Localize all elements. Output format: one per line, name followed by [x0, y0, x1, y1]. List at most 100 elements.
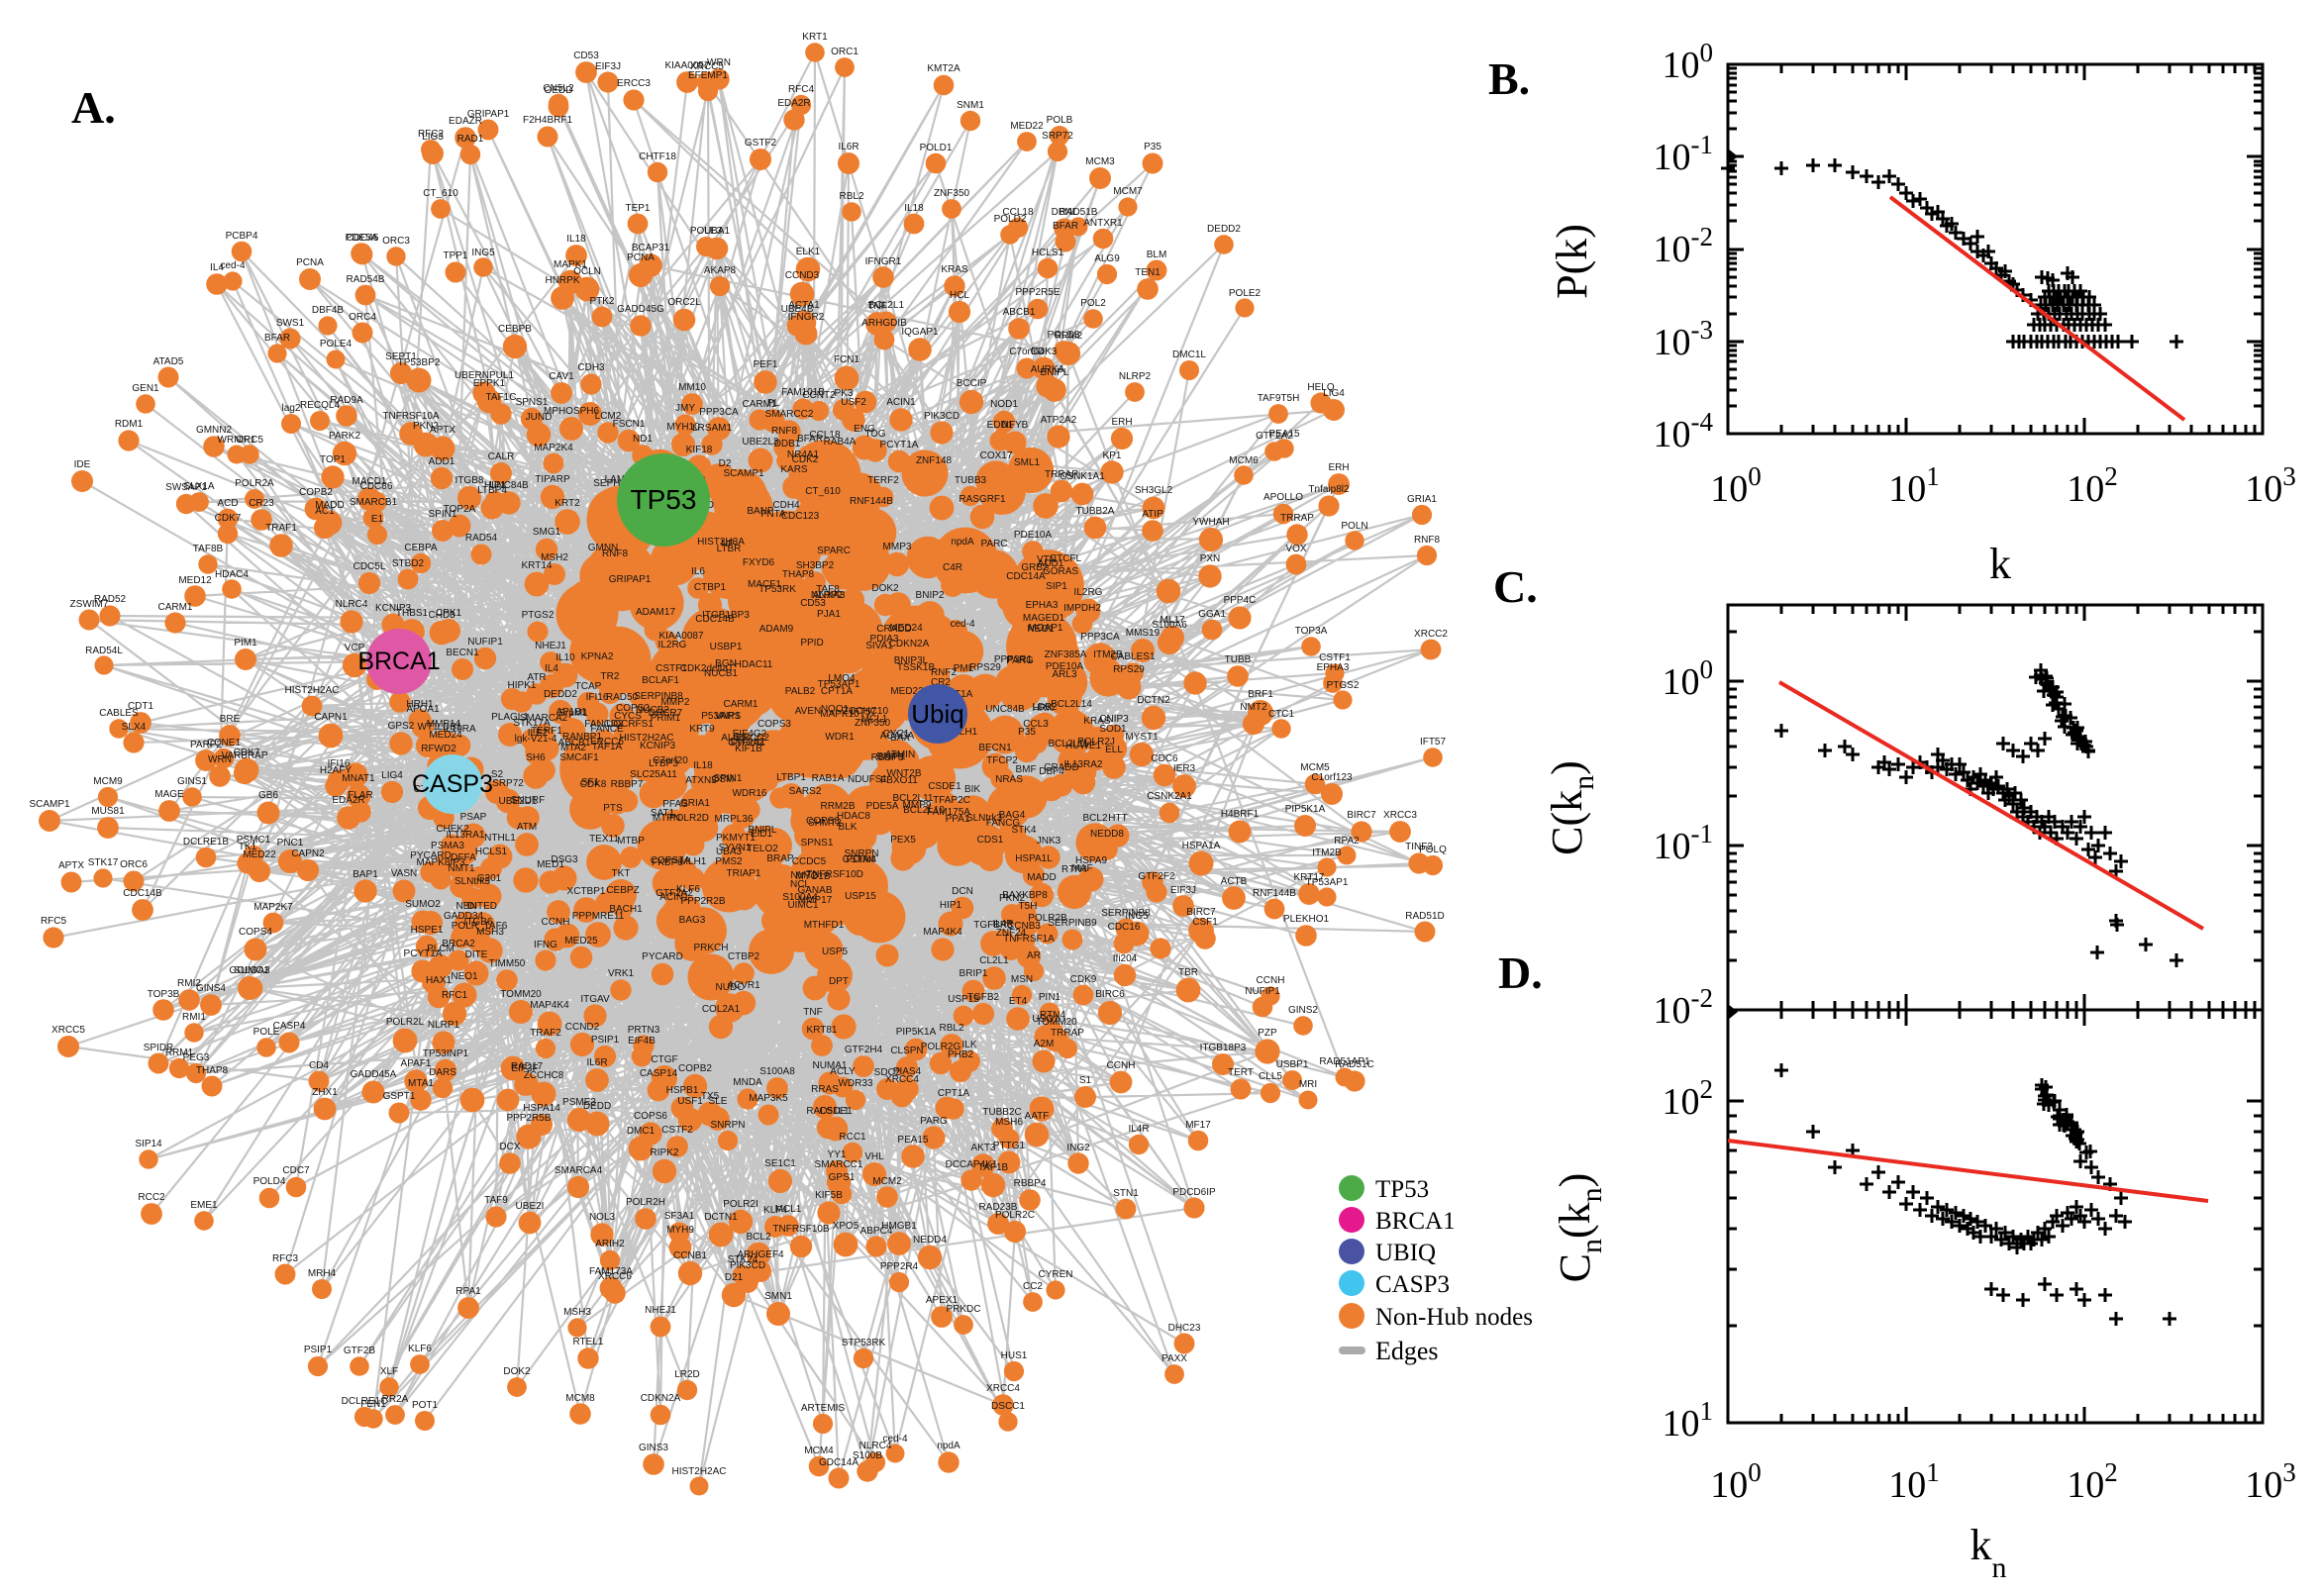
- svg-text:NTHL1: NTHL1: [484, 833, 516, 844]
- svg-text:DITE: DITE: [465, 949, 488, 960]
- svg-text:TR2: TR2: [601, 671, 620, 682]
- svg-text:PEA15: PEA15: [1268, 429, 1300, 440]
- svg-text:PCBP4: PCBP4: [226, 231, 258, 242]
- svg-text:TRAF1: TRAF1: [265, 523, 297, 534]
- svg-text:DBF4B: DBF4B: [312, 305, 345, 316]
- svg-text:PJA1: PJA1: [817, 609, 841, 620]
- svg-text:TOMM20: TOMM20: [500, 989, 542, 1000]
- svg-text:ADAM9: ADAM9: [759, 624, 794, 635]
- svg-text:SMN1: SMN1: [764, 1291, 792, 1302]
- svg-text:KRAS: KRAS: [1083, 716, 1111, 727]
- svg-text:PXN: PXN: [1200, 553, 1221, 564]
- svg-text:PEX5: PEX5: [890, 835, 916, 846]
- svg-text:ARIH2: ARIH2: [595, 1239, 625, 1249]
- svg-text:npdA: npdA: [951, 537, 974, 548]
- svg-text:E1: E1: [371, 514, 384, 525]
- svg-text:ITGB1BP3: ITGB1BP3: [702, 610, 750, 621]
- svg-text:Edges: Edges: [1375, 1337, 1439, 1365]
- svg-text:SIVA1: SIVA1: [865, 641, 893, 651]
- svg-text:MLH1: MLH1: [680, 856, 707, 867]
- svg-text:KPNA2: KPNA2: [581, 651, 614, 662]
- svg-text:TRAF2: TRAF2: [530, 1028, 561, 1039]
- svg-text:BAG3: BAG3: [679, 915, 706, 926]
- svg-text:C4R: C4R: [943, 562, 962, 573]
- svg-text:RAB1A: RAB1A: [812, 773, 845, 784]
- svg-text:HUS1: HUS1: [1001, 1350, 1028, 1361]
- svg-text:BANP: BANP: [747, 506, 774, 517]
- svg-text:SIP1: SIP1: [1046, 581, 1067, 592]
- svg-text:ENG: ENG: [854, 424, 875, 435]
- svg-text:CSNK2A1: CSNK2A1: [1147, 791, 1192, 802]
- svg-text:ERH: ERH: [1111, 417, 1132, 428]
- svg-text:RFC4: RFC4: [788, 84, 815, 95]
- svg-text:DHCR7: DHCR7: [649, 708, 683, 719]
- svg-text:POLR2G: POLR2G: [921, 1042, 961, 1052]
- svg-text:CCNT2: CCNT2: [802, 390, 836, 401]
- svg-text:BRCA1: BRCA1: [357, 648, 440, 675]
- svg-text:ATR: ATR: [527, 672, 546, 683]
- svg-text:KCNIP3: KCNIP3: [375, 603, 412, 614]
- svg-text:SNURF: SNURF: [511, 795, 545, 806]
- svg-text:RNF144B: RNF144B: [1253, 888, 1296, 899]
- svg-text:ZNF350: ZNF350: [855, 718, 891, 729]
- svg-text:RNF2: RNF2: [931, 667, 958, 678]
- svg-text:FSCN1: FSCN1: [613, 419, 646, 430]
- svg-text:KARS: KARS: [780, 464, 808, 475]
- svg-text:CTBP2: CTBP2: [728, 951, 760, 962]
- svg-text:NHEJ1: NHEJ1: [645, 1305, 676, 1316]
- svg-text:P35: P35: [1018, 727, 1036, 738]
- svg-text:POLR2I: POLR2I: [723, 1199, 758, 1210]
- svg-text:PDIA4: PDIA4: [847, 854, 875, 865]
- svg-text:EIF4G2: EIF4G2: [733, 729, 767, 740]
- svg-text:SCAMP1: SCAMP1: [29, 799, 70, 810]
- svg-text:NFYB: NFYB: [1002, 420, 1029, 431]
- svg-text:BNIP3L: BNIP3L: [894, 655, 929, 666]
- svg-text:CASP14: CASP14: [640, 1068, 678, 1079]
- svg-text:NLRC4: NLRC4: [336, 599, 368, 610]
- svg-text:IFI16: IFI16: [586, 692, 609, 703]
- svg-text:RBL2: RBL2: [939, 1023, 963, 1034]
- svg-text:PPP2R2B: PPP2R2B: [680, 896, 725, 907]
- svg-text:EDD1: EDD1: [987, 420, 1014, 431]
- svg-text:MM10: MM10: [678, 382, 706, 393]
- svg-text:GRIA1: GRIA1: [1407, 494, 1437, 505]
- svg-text:BRF1: BRF1: [1248, 689, 1273, 700]
- svg-text:MMP3: MMP3: [883, 542, 912, 552]
- svg-text:BNIP2: BNIP2: [916, 590, 945, 601]
- svg-text:DPT: DPT: [829, 976, 849, 987]
- svg-text:CCNH: CCNH: [1257, 975, 1285, 986]
- svg-text:GMNN2: GMNN2: [196, 425, 233, 436]
- svg-text:BRE: BRE: [220, 714, 241, 725]
- svg-text:TP53AP1: TP53AP1: [1306, 877, 1349, 888]
- svg-text:TERT: TERT: [1228, 1067, 1254, 1078]
- svg-text:FEN1: FEN1: [360, 1399, 386, 1410]
- svg-text:ZNF24: ZNF24: [996, 928, 1027, 939]
- svg-text:POLQ: POLQ: [1419, 845, 1447, 855]
- svg-text:PIM1: PIM1: [234, 638, 257, 648]
- svg-text:FANCD2: FANCD2: [584, 719, 624, 730]
- svg-text:BFAR: BFAR: [1053, 221, 1078, 232]
- svg-text:EIF3J: EIF3J: [595, 61, 621, 72]
- svg-text:ZSWIM7: ZSWIM7: [70, 599, 109, 610]
- svg-text:ced-4: ced-4: [882, 1434, 907, 1445]
- svg-text:IL18: IL18: [566, 234, 586, 245]
- svg-text:CASP3: CASP3: [412, 770, 493, 798]
- svg-text:PAXX: PAXX: [1162, 1353, 1187, 1364]
- svg-text:GRIPAP1: GRIPAP1: [467, 109, 510, 120]
- svg-text:D.: D.: [1498, 948, 1543, 998]
- svg-text:ELK1: ELK1: [796, 247, 821, 257]
- svg-text:WDR1: WDR1: [825, 732, 855, 743]
- svg-text:TAF8B: TAF8B: [193, 544, 224, 554]
- svg-text:STK17A: STK17A: [513, 718, 551, 729]
- svg-text:UNC84B: UNC84B: [489, 480, 529, 491]
- svg-text:BAG4: BAG4: [999, 810, 1026, 821]
- svg-text:MNDA: MNDA: [733, 1077, 762, 1088]
- svg-text:TELO2: TELO2: [747, 844, 778, 854]
- svg-text:EID1: EID1: [751, 829, 773, 840]
- svg-text:GSTF2: GSTF2: [745, 138, 777, 149]
- svg-text:CD4: CD4: [309, 1060, 329, 1071]
- svg-text:POLE2: POLE2: [1229, 288, 1262, 299]
- svg-text:USBP1: USBP1: [1276, 1059, 1309, 1070]
- svg-text:SH3BP2: SH3BP2: [796, 560, 835, 571]
- svg-text:ACTA1: ACTA1: [788, 300, 820, 311]
